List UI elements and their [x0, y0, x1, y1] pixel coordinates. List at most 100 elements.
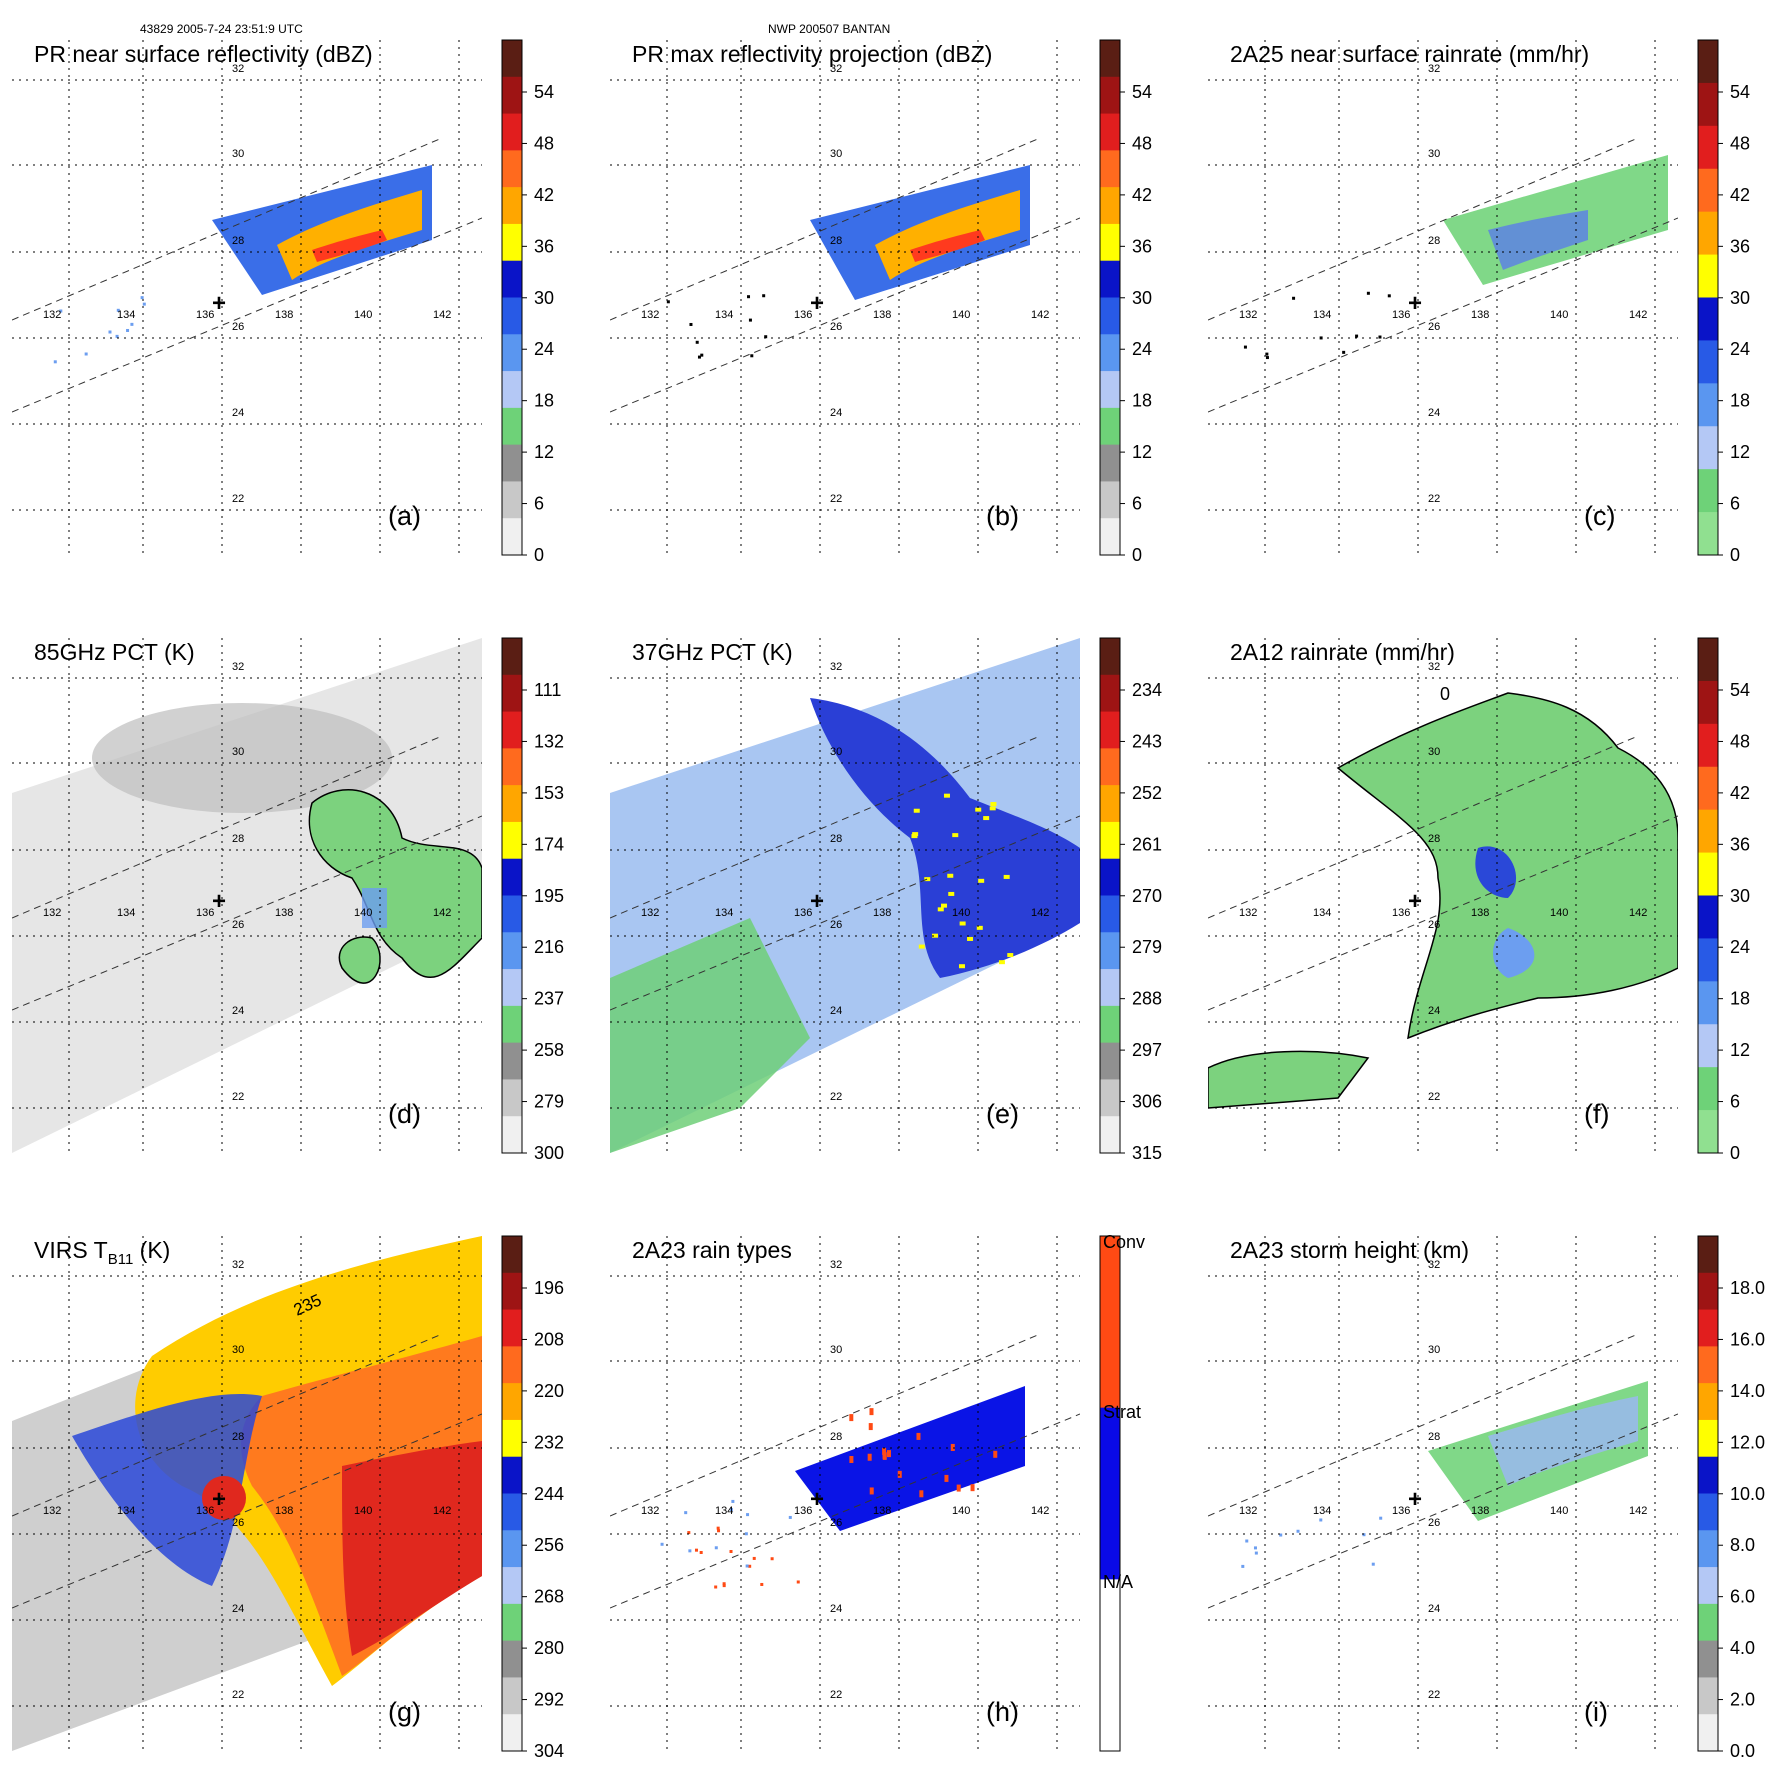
colorbar-tick: 54: [1132, 82, 1152, 102]
colorbar-segment: [1698, 297, 1718, 341]
lon-label: 134: [1313, 907, 1331, 919]
map-area: 132 134 136 138 140 142 32 30 28 26 24 22 +: [610, 1236, 1080, 1751]
conv-pixel: [993, 1450, 998, 1458]
colorbar: 111 132 153 174 195 216 237 258 279 300: [501, 637, 564, 1163]
colorbar-tick: 208: [534, 1329, 564, 1349]
echo-pixel: [1292, 296, 1296, 300]
panel-label: (h): [986, 1697, 1019, 1727]
lat-label: 28: [830, 1431, 842, 1443]
colorbar-segment: [502, 1383, 522, 1421]
swath-edge-north: [12, 1333, 443, 1517]
colorbar-segment: [502, 518, 522, 556]
lat-label: 24: [232, 1005, 244, 1017]
colorbar-tick: 42: [534, 185, 554, 205]
conv-pixel: [849, 1455, 854, 1463]
echo-pixel: [747, 295, 751, 299]
echo-pixel: [748, 318, 752, 322]
echo-pixel: [684, 1511, 688, 1515]
colorbar-segment: [502, 371, 522, 409]
convective-band: [277, 190, 422, 280]
colorbar-segment: [1698, 469, 1718, 513]
conv-pixel: [897, 1470, 902, 1478]
lon-label: 132: [641, 1505, 659, 1517]
colorbar-segment: [502, 895, 522, 933]
cloud-top-blue: [72, 1394, 262, 1586]
swath-edge-north: [1208, 137, 1639, 321]
colorbar-tick: 48: [534, 133, 554, 153]
echo-pixel: [140, 296, 144, 300]
colorbar-segment: [502, 481, 522, 519]
conv-pixel: [869, 1487, 874, 1495]
lat-label: 28: [232, 235, 244, 247]
echo-pixel: [53, 360, 57, 364]
colorbar-tick: 153: [534, 783, 564, 803]
colorbar-segment: [502, 1567, 522, 1605]
lon-label: 132: [641, 309, 659, 321]
low-pct-band: [810, 698, 1080, 978]
colorbar-tick: 237: [534, 989, 564, 1009]
colorbar-tick: 30: [534, 288, 554, 308]
colorbar-segment: [1100, 518, 1120, 556]
lat-label: 24: [232, 407, 244, 419]
lon-label: 136: [196, 907, 214, 919]
lat-label: 24: [1428, 407, 1440, 419]
yellow-pixel: [952, 833, 959, 838]
lat-label: 26: [232, 919, 244, 931]
lon-label: 136: [196, 309, 214, 321]
lat-label: 30: [232, 746, 244, 758]
yellow-pixel: [948, 891, 955, 896]
lon-label: 140: [354, 309, 372, 321]
lon-label: 142: [1629, 907, 1647, 919]
colorbar-segment: [1698, 638, 1718, 682]
colorbar: 18.0 16.0 14.0 12.0 10.0 8.0 6.0 4.0 2.0 0.0: [1697, 1235, 1765, 1761]
lat-label: 22: [830, 1091, 842, 1103]
yellow-pixel: [967, 936, 974, 941]
conv-pixel: [869, 1408, 874, 1416]
colorbar-segment: [502, 444, 522, 482]
colorbar-segment: [1698, 1567, 1718, 1605]
panel-height: 132 134 136 138 140 142 32 30 28 26 24 22 +2A23 stor…: [1208, 1235, 1765, 1761]
colorbar-segment: [1100, 711, 1120, 749]
lat-label: 26: [1428, 919, 1440, 931]
echo-pixel: [762, 294, 766, 298]
echo-pixel: [116, 308, 120, 312]
conv-pixel: [796, 1580, 800, 1584]
colorbar-segment: [1100, 76, 1120, 115]
colorbar-tick: 268: [534, 1587, 564, 1607]
colorbar: 54 48 42 36 30 24 18 12 6 0: [1697, 39, 1750, 565]
colorbar-segment: [502, 1346, 522, 1384]
colorbar: 54 48 42 36 30 24 18 12 6 0: [1697, 637, 1750, 1163]
colorbar-segment: [1100, 1579, 1120, 1752]
conv-pixel: [722, 1582, 726, 1586]
lon-label: 134: [117, 309, 135, 321]
lat-label: 32: [232, 1259, 244, 1271]
colorbar-tick: 12: [534, 442, 554, 462]
colorbar-segment: [1100, 1079, 1120, 1117]
colorbar-segment: [502, 76, 522, 115]
colorbar-segment: [1698, 1493, 1718, 1531]
yellow-pixel: [912, 832, 919, 837]
swath-edge-south: [610, 1413, 1080, 1609]
colorbar-segment: [1100, 407, 1120, 446]
colorbar-segment: [502, 150, 522, 188]
lon-label: 132: [1239, 1505, 1257, 1517]
colorbar-tick: 36: [1132, 236, 1152, 256]
colorbar-tick: 252: [1132, 783, 1162, 803]
conv-pixel: [956, 1484, 961, 1492]
storm-center-mark: +: [212, 290, 226, 317]
lat-label: 24: [830, 407, 842, 419]
echo-pixel: [1371, 1562, 1375, 1566]
rain-region: [795, 1386, 1025, 1531]
colorbar-tick: 256: [534, 1535, 564, 1555]
lon-label: 136: [794, 907, 812, 919]
colorbar-segment: [1698, 895, 1718, 939]
colorbar-segment: [1100, 1407, 1120, 1580]
colorbar-segment: [1100, 334, 1120, 372]
colorbar-tick: 297: [1132, 1040, 1162, 1060]
lon-label: 140: [1550, 309, 1568, 321]
swath-edge-south: [1208, 1413, 1678, 1609]
colorbar-segment: [1698, 383, 1718, 427]
colorbar-tick: 42: [1730, 185, 1750, 205]
echo-pixel: [788, 1515, 792, 1519]
colorbar-segment: [1698, 1640, 1718, 1678]
